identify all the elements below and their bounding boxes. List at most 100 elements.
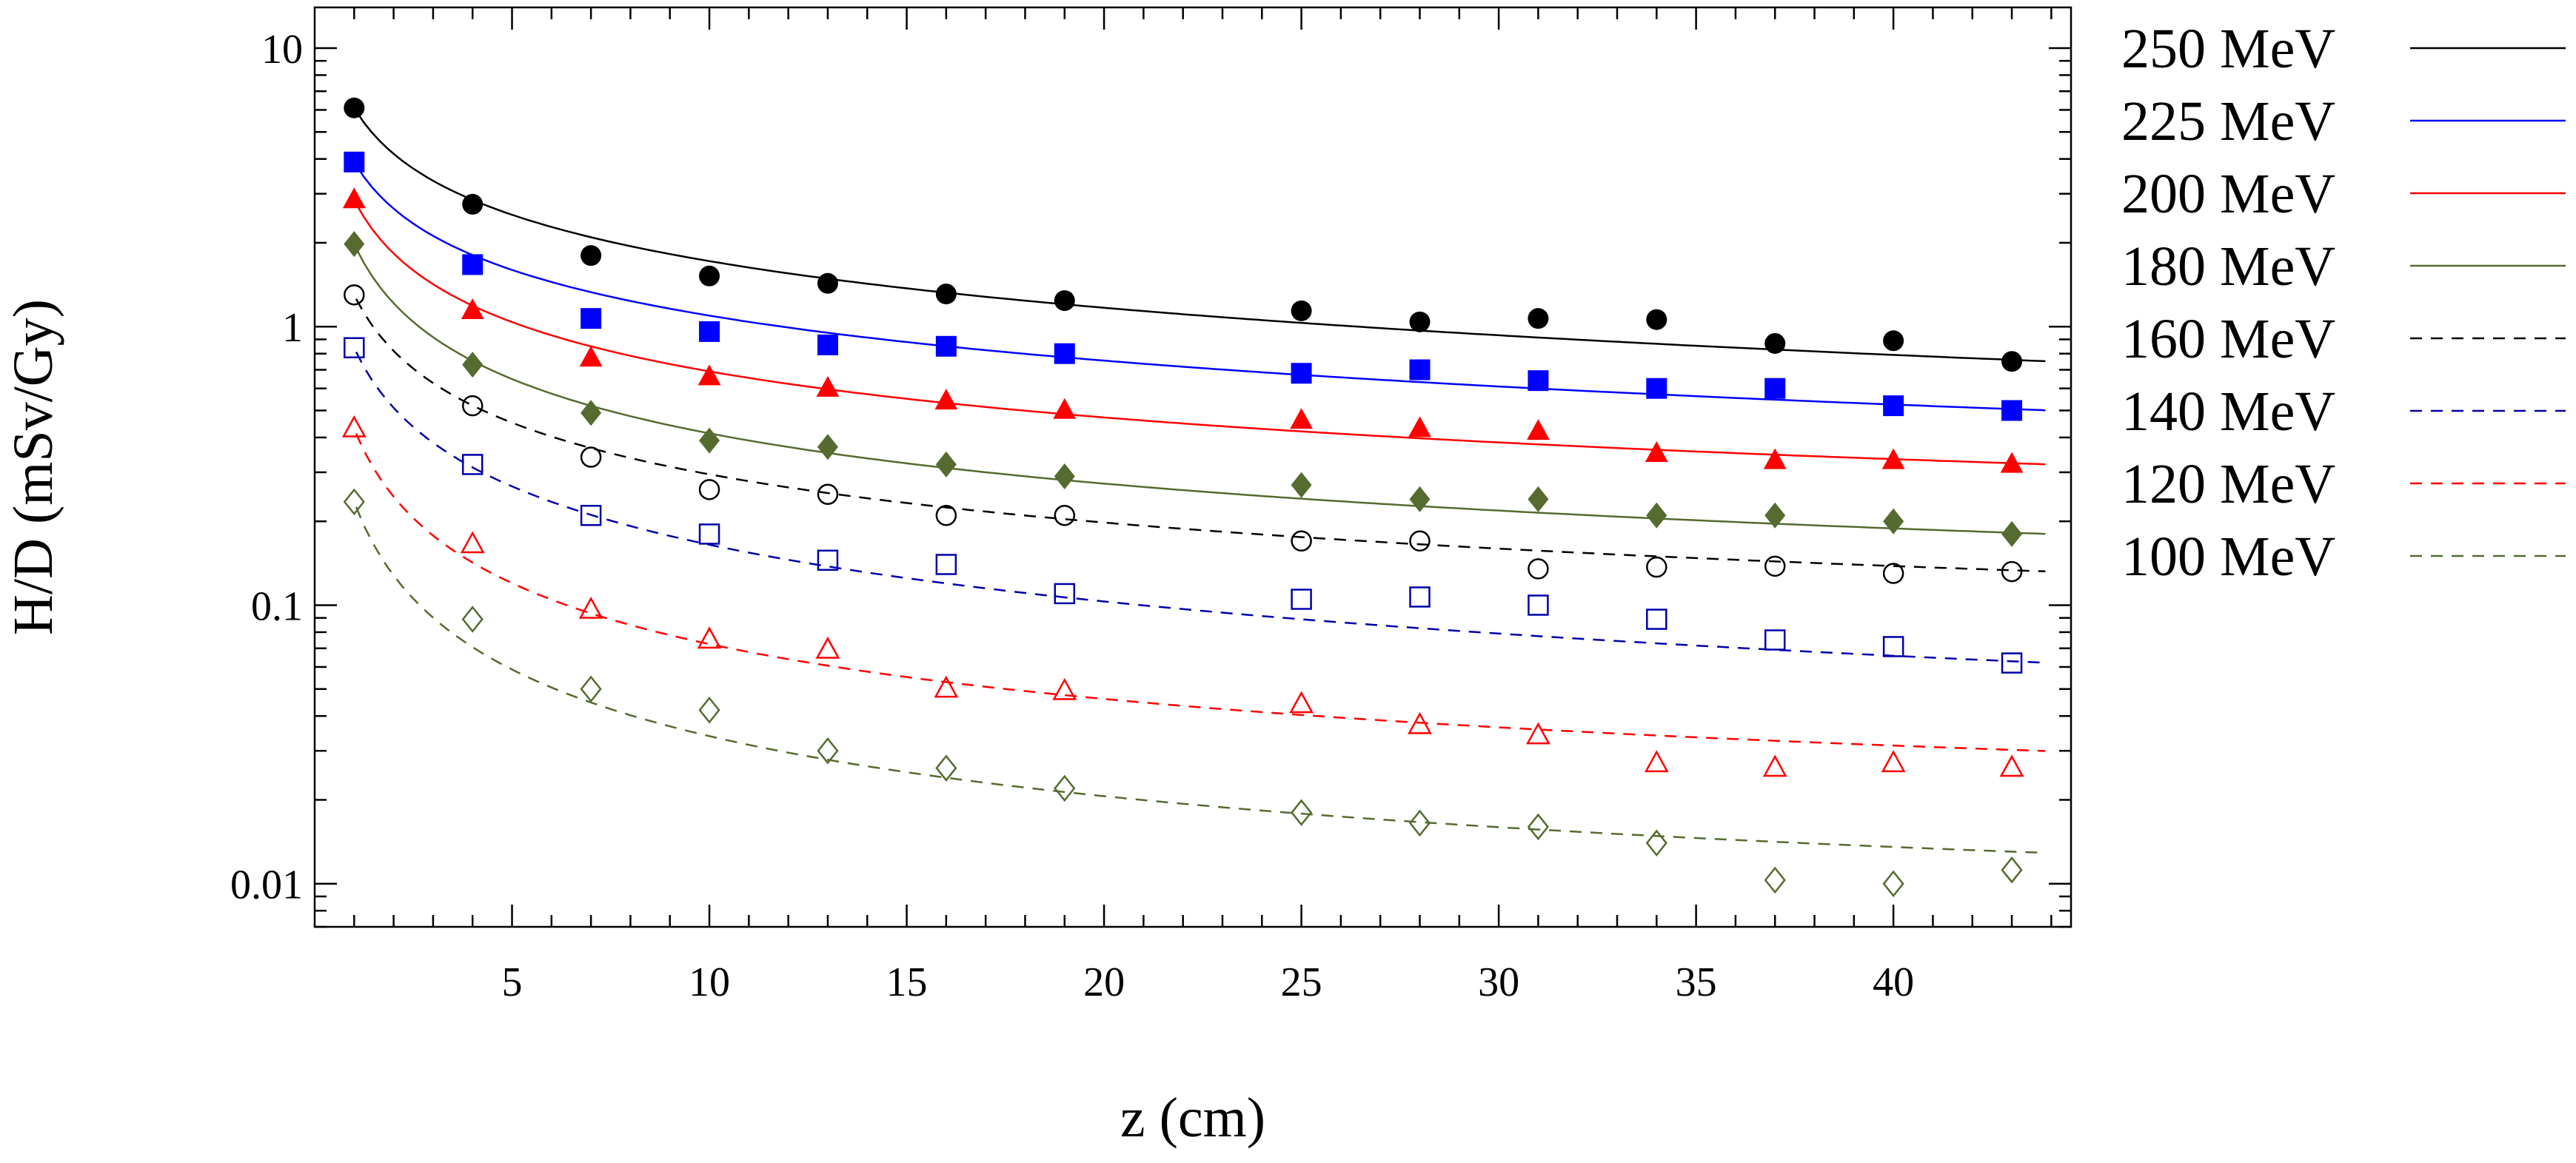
point-120-mev xyxy=(578,596,603,619)
point-140-mev xyxy=(1409,586,1431,608)
point-120-mev xyxy=(1644,750,1669,773)
x-tick-label: 35 xyxy=(1676,959,1717,1005)
point-250-mev xyxy=(1528,308,1549,329)
point-100-mev xyxy=(698,696,720,724)
legend-label-225-mev: 225 MeV xyxy=(2121,90,2335,153)
x-tick-label: 5 xyxy=(502,959,523,1005)
x-tick-label: 25 xyxy=(1281,959,1322,1005)
point-100-mev xyxy=(1764,866,1786,894)
point-200-mev xyxy=(697,364,721,386)
point-140-mev xyxy=(580,504,602,526)
point-225-mev xyxy=(935,335,957,357)
point-180-mev xyxy=(1054,463,1075,489)
point-140-mev xyxy=(1646,609,1667,630)
point-100-mev xyxy=(1527,813,1550,841)
legend-label-250-mev: 250 MeV xyxy=(2121,18,2335,80)
point-225-mev xyxy=(2001,400,2023,421)
fit-curve-250-mev xyxy=(355,110,2046,363)
point-200-mev xyxy=(461,298,484,320)
point-180-mev xyxy=(1764,502,1786,529)
y-tick-label: 0.1 xyxy=(251,583,303,629)
fit-curve-140-mev xyxy=(355,351,2046,664)
point-140-mev xyxy=(344,337,365,358)
point-200-mev xyxy=(342,187,366,209)
point-160-mev xyxy=(580,446,602,468)
point-140-mev xyxy=(935,554,957,575)
point-140-mev xyxy=(461,454,484,475)
point-140-mev xyxy=(1054,583,1076,605)
point-100-mev xyxy=(1290,799,1313,826)
point-225-mev xyxy=(1054,343,1075,364)
point-160-mev xyxy=(1409,530,1431,552)
point-200-mev xyxy=(2000,452,2024,473)
legend-label-160-mev: 160 MeV xyxy=(2121,308,2335,370)
point-200-mev xyxy=(1645,440,1668,462)
point-225-mev xyxy=(817,334,838,355)
point-160-mev xyxy=(2001,560,2023,583)
point-225-mev xyxy=(1883,395,1904,417)
point-250-mev xyxy=(935,284,957,305)
y-tick-labels: 0.01 0.1 1 10 xyxy=(230,27,303,908)
point-225-mev xyxy=(462,254,484,275)
point-160-mev xyxy=(698,479,720,500)
point-180-mev xyxy=(2001,520,2023,547)
point-100-mev xyxy=(1645,829,1667,857)
point-160-mev xyxy=(344,284,365,306)
point-225-mev xyxy=(1764,378,1786,399)
point-120-mev xyxy=(1881,750,1906,773)
point-200-mev xyxy=(1527,419,1550,440)
legend-label-140-mev: 140 MeV xyxy=(2121,381,2335,443)
point-140-mev xyxy=(817,549,839,572)
x-tick-label: 15 xyxy=(886,959,928,1005)
point-160-mev xyxy=(461,395,484,417)
point-180-mev xyxy=(344,231,365,258)
point-180-mev xyxy=(1883,508,1904,534)
point-120-mev xyxy=(934,675,959,698)
point-200-mev xyxy=(1881,448,1905,469)
point-160-mev xyxy=(1882,563,1904,584)
point-180-mev xyxy=(581,400,602,426)
point-225-mev xyxy=(344,151,365,172)
point-250-mev xyxy=(2001,351,2023,372)
fit-curve-100-mev xyxy=(355,506,2046,854)
point-250-mev xyxy=(1291,300,1312,321)
legend: 250 MeV 225 MeV 200 MeV 180 MeV 160 MeV 140 M… xyxy=(2121,18,2566,588)
point-140-mev xyxy=(1882,636,1904,657)
point-120-mev xyxy=(1999,754,2024,777)
data-points xyxy=(341,97,2024,897)
x-tick-labels: 5 10 15 20 25 30 35 40 xyxy=(502,959,1915,1005)
fit-curve-200-mev xyxy=(355,203,2046,466)
y-tick-label: 10 xyxy=(261,27,303,73)
legend-label-100-mev: 100 MeV xyxy=(2121,526,2335,588)
point-160-mev xyxy=(1646,556,1667,578)
point-250-mev xyxy=(462,193,484,215)
point-160-mev xyxy=(1291,530,1312,552)
point-180-mev xyxy=(935,451,957,477)
point-160-mev xyxy=(1528,558,1549,580)
point-250-mev xyxy=(1883,330,1904,352)
point-140-mev xyxy=(1764,629,1786,651)
point-200-mev xyxy=(1290,408,1313,429)
point-225-mev xyxy=(699,321,720,342)
point-120-mev xyxy=(1525,722,1550,745)
point-180-mev xyxy=(699,427,720,454)
point-180-mev xyxy=(817,434,838,460)
point-120-mev xyxy=(460,531,485,554)
point-100-mev xyxy=(1882,870,1904,897)
legend-label-200-mev: 200 MeV xyxy=(2121,163,2335,225)
y-tick-label: 0.01 xyxy=(230,862,303,908)
point-140-mev xyxy=(1528,594,1549,616)
point-160-mev xyxy=(817,483,839,505)
point-250-mev xyxy=(1764,332,1786,354)
fit-curves xyxy=(355,110,2046,854)
point-200-mev xyxy=(1763,448,1787,469)
y-axis-label: H/D (mSv/Gy) xyxy=(2,299,64,635)
point-100-mev xyxy=(2001,856,2023,884)
fit-curve-120-mev xyxy=(355,433,2046,752)
point-180-mev xyxy=(462,352,484,378)
x-tick-label: 40 xyxy=(1873,959,1914,1005)
point-120-mev xyxy=(815,636,840,659)
point-200-mev xyxy=(816,375,840,397)
point-250-mev xyxy=(699,265,720,286)
